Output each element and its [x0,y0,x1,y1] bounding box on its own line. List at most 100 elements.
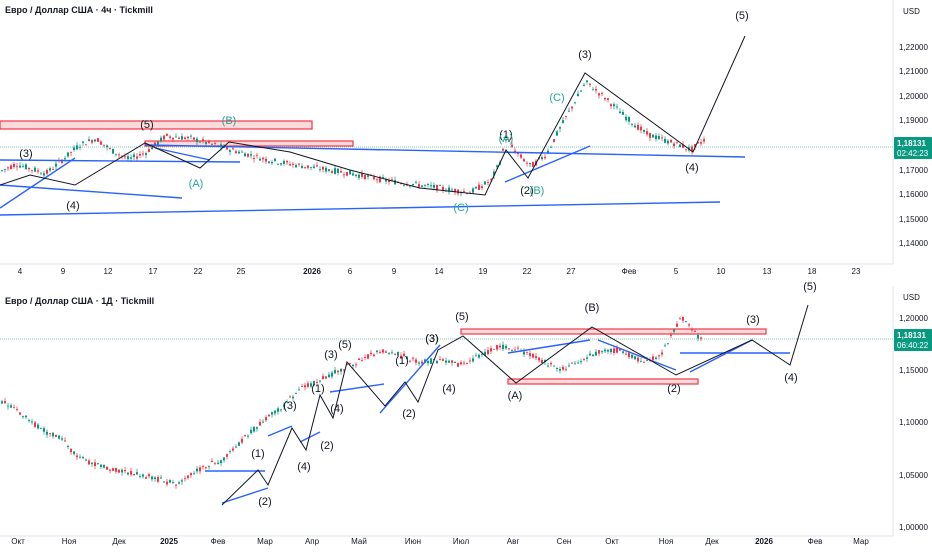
candle-body [382,177,384,178]
trend-line [689,339,753,373]
candle-body [268,161,270,163]
candle-body [253,157,255,159]
x-tick-label: Окт [11,537,25,546]
trend-line [0,159,241,163]
candle-body [55,434,57,437]
candle-body [166,481,168,485]
candle-body [580,361,582,363]
candle-body [184,478,186,480]
wave-label: (3) [578,49,591,61]
candle-body [232,448,234,451]
candle-body [250,154,252,156]
candle-body [250,429,252,434]
candle-body [391,179,393,181]
candle-body [163,481,165,483]
trend-line [154,147,211,161]
wave-label: (B) [585,302,600,314]
candle-body [106,466,108,470]
trend-line [379,344,441,414]
candle-body [145,477,147,479]
candle-body [82,457,84,459]
candle-body [271,161,273,164]
candle-body [115,468,117,472]
candle-body [697,142,699,144]
candle-body [349,363,351,365]
candle-body [346,171,348,176]
candle-body [103,144,105,146]
candle-body [478,184,480,190]
candle-body [133,154,135,158]
y-tick-label: 1,05000 [899,471,928,480]
y-tick-label: 1,15000 [899,366,928,375]
wave-label: (3) [324,349,337,361]
candle-body [601,351,603,353]
candle-body [691,146,693,152]
top-chart-pane[interactable]: USD1,220001,210001,200001,190001,180001,… [0,0,932,276]
candle-body [625,116,627,121]
candle-body [406,356,408,359]
resistance-zone [507,378,699,385]
candle-body [604,349,606,352]
candle-body [580,90,582,92]
candle-body [376,350,378,352]
candle-body [55,163,57,167]
wave-label: (2) [667,383,680,395]
candle-body [376,179,378,181]
candle-body [97,138,99,143]
candle-body [490,178,492,180]
candle-body [322,376,324,380]
x-tick-label: Окт [605,537,619,546]
candle-body [673,143,675,147]
candle-body [643,361,645,363]
candle-body [640,361,642,362]
trend-line [504,145,591,183]
top-chart-title: Евро / Доллар США · 4ч · Tickmill [5,5,153,15]
candle-body [667,343,669,345]
candle-body [70,151,72,153]
candle-body [22,416,24,418]
last-price-value: 1,18131 [897,331,926,340]
candle-body [31,421,33,423]
last-price-badge [894,137,932,159]
candle-body [151,476,153,480]
candle-body [577,93,579,97]
candle-body [256,427,258,429]
candle-body [10,165,12,169]
candle-body [115,153,117,155]
candle-body [313,166,315,169]
candle-body [391,352,393,354]
candle-body [532,162,534,167]
candle-body [166,133,168,136]
candle-body [259,158,261,161]
candle-body [76,455,78,458]
candle-body [91,140,93,143]
wave-label: (3) [425,333,438,345]
candle-body [139,153,141,156]
candle-body [451,189,453,191]
candle-body [211,460,213,462]
candle-body [415,359,417,363]
candle-body [505,345,507,349]
x-tick-label: 27 [567,267,576,276]
x-tick-label: 19 [479,267,488,276]
candle-body [121,469,123,473]
candle-body [274,410,276,414]
candle-body [607,349,609,352]
candle-body [49,433,51,435]
candle-body [4,169,6,171]
wave-label: (2) [258,496,271,508]
candle-body [388,353,390,355]
candle-body [22,165,24,167]
candle-body [562,366,564,370]
candle-body [265,158,267,162]
candle-body [40,173,42,175]
candle-body [298,389,300,391]
candle-body [403,353,405,356]
candle-body [478,354,480,358]
candle-body [145,153,147,156]
candle-body [433,184,435,188]
wave-label: (A) [189,178,204,190]
candle-body [472,358,474,362]
